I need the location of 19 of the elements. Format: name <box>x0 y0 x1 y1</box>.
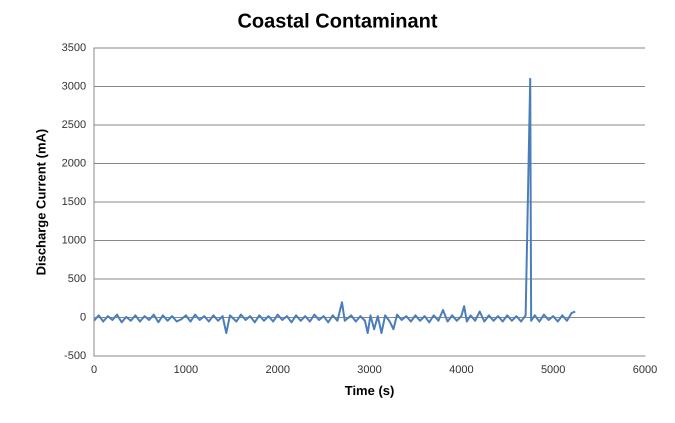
x-tick-label: 1000 <box>174 364 198 376</box>
x-tick-label: 0 <box>91 364 98 376</box>
y-tick-label: -500 <box>64 350 86 362</box>
x-tick-label: 3000 <box>357 364 382 376</box>
x-tick-label: 6000 <box>632 364 658 376</box>
y-tick-label: 0 <box>80 312 86 324</box>
y-tick-label: 2000 <box>62 158 86 170</box>
chart-title: Coastal Contaminant <box>237 10 438 33</box>
x-axis-title: Time (s) <box>344 382 394 398</box>
y-tick-label: 3500 <box>62 42 86 54</box>
y-tick-label: 2500 <box>62 119 86 132</box>
y-tick-label: 500 <box>68 273 86 286</box>
y-tick-label: 1000 <box>62 234 86 247</box>
x-tick-label: 5000 <box>540 364 566 376</box>
y-axis-title: Discharge Current (mA) <box>33 128 48 276</box>
x-tick-label: 2000 <box>265 364 290 376</box>
y-tick-label: 3000 <box>62 80 86 93</box>
y-tick-label: 1500 <box>62 196 86 208</box>
x-tick-label: 4000 <box>449 364 474 376</box>
